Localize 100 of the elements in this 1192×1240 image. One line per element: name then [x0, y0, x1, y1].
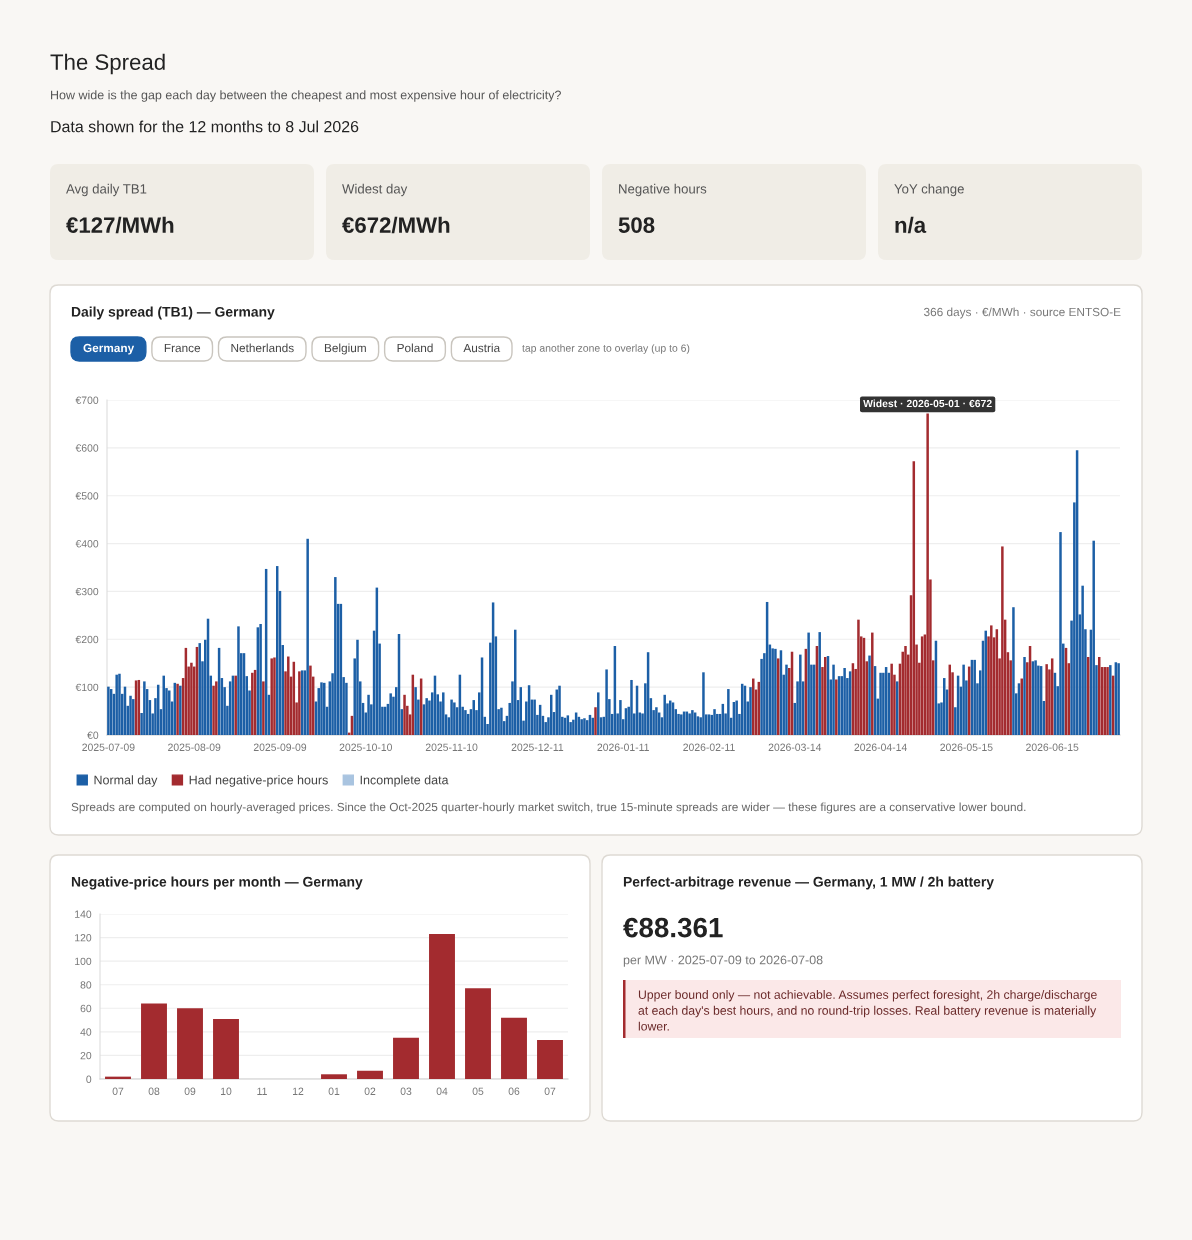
bar	[141, 1003, 167, 1079]
y-tick-label: €200	[75, 635, 99, 644]
bar	[630, 679, 633, 735]
bar	[868, 655, 871, 735]
bar	[270, 658, 273, 735]
category-label: Austria	[463, 343, 501, 353]
text: €88.361	[623, 917, 723, 938]
bar	[367, 694, 370, 735]
x-tick-label: 03	[400, 1087, 412, 1095]
bar	[904, 645, 907, 735]
bar	[890, 663, 893, 735]
y-tick-label: 40	[80, 1028, 92, 1036]
bar	[321, 1074, 347, 1079]
bar	[442, 692, 445, 735]
x-tick-label: 09	[184, 1087, 196, 1095]
bar	[1092, 540, 1095, 735]
text: Upper bound only — not achievable. Assumes perfect foresight, 2h charge/discharge at each day's best hours, and no round-trip losses. Real battery revenue is materially lower.	[638, 990, 1097, 1031]
y-tick-label: €700	[75, 396, 99, 404]
x-tick-label: 2025-12-11	[511, 743, 564, 751]
bar	[597, 692, 600, 735]
bar	[774, 648, 777, 735]
x-tick-label: 05	[472, 1087, 484, 1095]
text: The Spread	[50, 53, 165, 75]
bar	[453, 702, 456, 735]
x-tick-label: 2026-02-11	[683, 743, 735, 751]
x-tick-label: 2026-04-14	[854, 743, 907, 751]
bar	[472, 700, 475, 735]
text: Spreads are computed on hourly-averaged prices. Since the Oct-2025 quarter-hourly market switch, true 15-minute spreads are wider — these figures are a conservative lower bound.	[71, 802, 1026, 814]
bar	[713, 709, 716, 735]
text: per MW · 2025-07-09 to 2026-07-08	[623, 955, 823, 967]
bar	[807, 632, 810, 735]
x-tick-label: 07	[112, 1087, 124, 1095]
bar	[818, 632, 821, 735]
text: How wide is the gap each day between the cheapest and most expensive hour of electricity?	[51, 90, 561, 102]
bar	[962, 664, 965, 735]
legend-label: Incomplete data	[360, 775, 449, 787]
bar	[832, 664, 835, 735]
bar	[785, 664, 788, 735]
bar	[752, 678, 755, 735]
legend-label: Had negative-price hours	[189, 775, 328, 787]
chart-title: Negative-price hours per month — Germany	[71, 876, 363, 890]
bar	[262, 681, 265, 735]
bar	[323, 682, 326, 735]
bar	[177, 1008, 203, 1079]
bar	[306, 538, 309, 735]
y-tick-label: 140	[75, 910, 92, 918]
y-tick-label: €100	[75, 683, 99, 692]
bar	[677, 713, 680, 735]
bar	[273, 657, 276, 735]
legend-label: Normal day	[94, 775, 158, 787]
bar	[1012, 607, 1015, 735]
x-tick-label: 11	[257, 1087, 267, 1095]
x-tick-label: 2026-03-14	[768, 743, 822, 751]
bar	[1023, 656, 1026, 735]
bar	[771, 648, 774, 735]
y-tick-label: €600	[75, 444, 99, 452]
y-tick-label: 80	[80, 981, 92, 989]
x-tick-label: 12	[293, 1087, 304, 1095]
bar	[132, 699, 135, 735]
bar	[115, 674, 118, 735]
bar	[926, 413, 929, 735]
bar	[414, 687, 417, 735]
x-tick-label: 06	[508, 1087, 520, 1095]
text: €127/MWh	[66, 216, 174, 234]
category-label: France	[164, 343, 201, 353]
y-tick-label: €0	[87, 731, 99, 739]
bar	[879, 672, 882, 735]
bar	[357, 1070, 383, 1079]
bar	[558, 685, 561, 735]
bar	[749, 687, 752, 735]
text: tap another zone to overlay (up to 6)	[522, 344, 690, 354]
x-tick-label: 2025-07-09	[82, 743, 135, 751]
category-label: YoY change	[894, 183, 964, 197]
bar	[1001, 546, 1004, 735]
category-label: Belgium	[324, 343, 366, 355]
y-tick-label: 120	[75, 934, 92, 942]
x-tick-label: 2026-01-11	[597, 743, 649, 751]
x-tick-label: 01	[328, 1087, 340, 1095]
bar	[663, 694, 666, 735]
bar	[212, 685, 215, 735]
bar	[843, 668, 846, 735]
bar	[129, 695, 132, 735]
bar	[501, 1017, 527, 1079]
bar	[500, 707, 503, 735]
bar	[655, 707, 658, 735]
y-tick-label: €500	[75, 492, 99, 500]
bar	[237, 626, 240, 735]
bar	[320, 682, 323, 735]
bar	[465, 988, 491, 1079]
category-label: Poland	[397, 343, 433, 353]
x-tick-label: 2025-11-10	[425, 743, 478, 751]
bar	[871, 632, 874, 735]
bar	[450, 699, 453, 735]
bar	[287, 656, 290, 735]
text: n/a	[895, 216, 927, 234]
bar	[425, 698, 428, 735]
x-tick-label: 04	[436, 1087, 448, 1095]
bar	[259, 623, 262, 735]
text: Data shown for the 12 months to 8 Jul 2026	[51, 120, 359, 133]
bar	[356, 639, 359, 735]
